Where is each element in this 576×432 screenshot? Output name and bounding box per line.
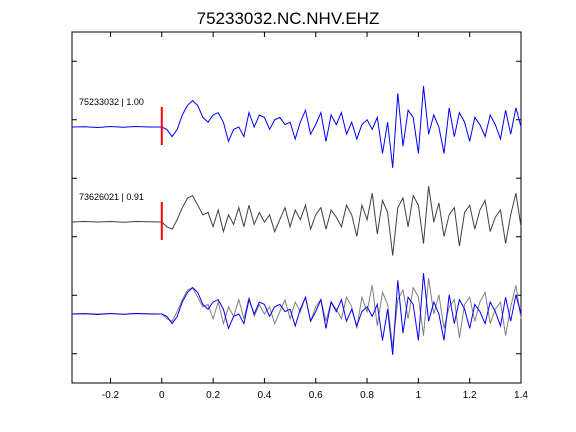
trace-line bbox=[71, 185, 522, 256]
x-tick-label: 1.2 bbox=[463, 390, 477, 401]
x-tick-label: 0.6 bbox=[309, 390, 323, 401]
overlay-trace-group bbox=[71, 273, 522, 355]
trace-label: 75233032 | 1.00 bbox=[79, 97, 144, 107]
plot-area-frame bbox=[71, 31, 522, 384]
x-tick-label: 0.4 bbox=[257, 390, 271, 401]
overlay-secondary-line bbox=[71, 277, 522, 348]
trace-line bbox=[71, 86, 522, 168]
x-tick-label: 0 bbox=[159, 390, 165, 401]
x-tick-label: 0.2 bbox=[206, 390, 220, 401]
x-tick-label: 0.8 bbox=[360, 390, 374, 401]
x-tick-label: -0.2 bbox=[102, 390, 120, 401]
overlay-primary-line bbox=[71, 273, 522, 355]
x-tick-label: 1.4 bbox=[514, 390, 528, 401]
trace-labels: 75233032 | 1.00 73626021 | 0.91 bbox=[79, 97, 144, 202]
x-tick-label: 1 bbox=[416, 390, 422, 401]
trace-label: 73626021 | 0.91 bbox=[79, 192, 144, 202]
chart-title: 75233032.NC.NHV.EHZ bbox=[197, 9, 380, 28]
axis-ticks: -0.2 0 0.2 0.4 0.6 0.8 1 1.2 1.4 bbox=[72, 32, 528, 401]
traces bbox=[71, 86, 522, 256]
